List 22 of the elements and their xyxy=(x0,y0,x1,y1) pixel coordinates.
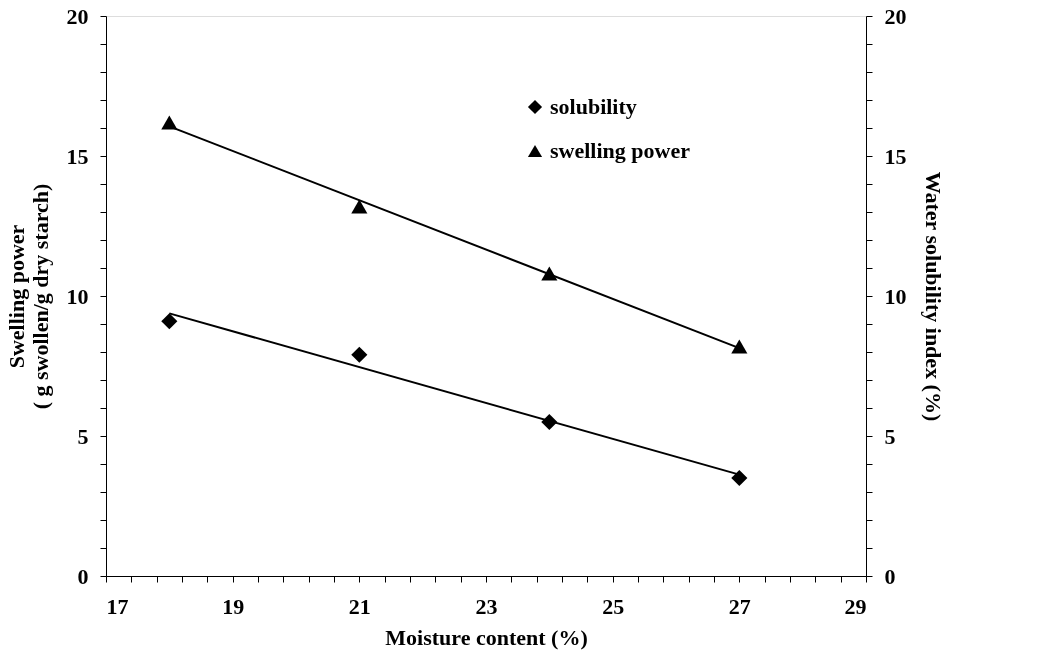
y-tick-label: 20 xyxy=(66,3,89,29)
x-tick-label: 27 xyxy=(728,593,751,619)
x-tick-label: 17 xyxy=(106,593,129,619)
x-axis-title: Moisture content (%) xyxy=(385,624,588,650)
x-tick-label: 21 xyxy=(348,593,371,619)
y2-tick-label: 0 xyxy=(884,563,896,589)
legend-label: swelling power xyxy=(550,138,691,163)
y-axis-title: Swelling power ( g swollen/g dry starch) xyxy=(3,183,53,410)
y2-tick-label: 5 xyxy=(884,423,896,449)
x-tick-label: 25 xyxy=(602,593,625,619)
y2-tick-label: 15 xyxy=(884,143,907,169)
x-tick-label: 23 xyxy=(475,593,498,619)
y-tick-label: 15 xyxy=(66,143,89,169)
y-tick-label: 5 xyxy=(77,423,89,449)
y-tick-label: 10 xyxy=(66,283,89,309)
y2-tick-label: 10 xyxy=(884,283,907,309)
x-tick-label: 29 xyxy=(844,593,867,619)
y2-axis-title: Water solubility index (%) xyxy=(920,171,946,422)
legend-label: solubility xyxy=(550,94,637,119)
y-tick-label: 0 xyxy=(77,563,89,589)
y2-tick-label: 20 xyxy=(884,3,907,29)
x-tick-label: 19 xyxy=(222,593,245,619)
